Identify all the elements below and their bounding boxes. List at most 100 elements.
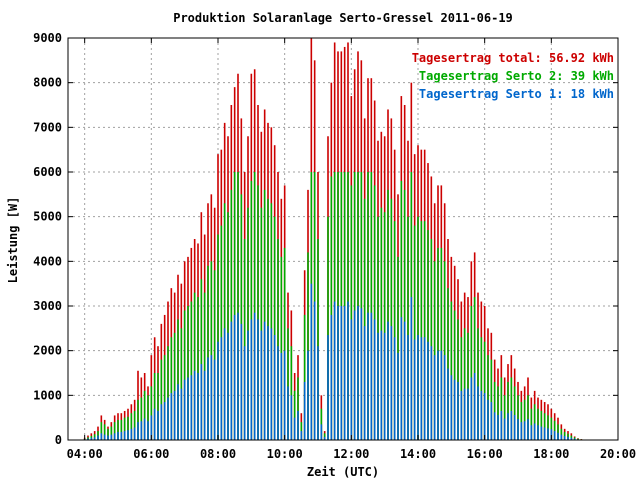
bar — [390, 198, 393, 440]
bar — [563, 435, 566, 440]
bar — [137, 399, 139, 440]
bar — [423, 337, 426, 440]
bar — [317, 239, 319, 440]
bar — [137, 422, 139, 440]
bar — [170, 337, 173, 440]
bar — [167, 397, 169, 440]
bar — [300, 431, 303, 440]
bar — [310, 283, 313, 440]
bar — [240, 323, 243, 440]
bar — [460, 390, 463, 440]
bar — [123, 431, 126, 440]
bar — [223, 203, 226, 440]
bar — [473, 297, 476, 440]
bar — [410, 297, 413, 440]
bar — [350, 319, 353, 440]
x-axis-ticks: 04:00 06:00 08:00 10:00 12:00 14:00 16:00 18:00… — [67, 38, 636, 461]
y-tick-label: 9000 — [33, 31, 62, 45]
bar — [267, 198, 269, 440]
bar — [353, 172, 356, 440]
bar — [427, 230, 429, 440]
bar — [197, 297, 199, 440]
bar — [90, 437, 93, 440]
bar — [193, 370, 196, 440]
bar — [183, 310, 186, 440]
bar — [457, 319, 459, 440]
bar — [460, 337, 463, 440]
bar — [567, 436, 569, 440]
bar — [390, 326, 393, 440]
bar — [497, 414, 499, 440]
bar — [230, 321, 233, 440]
bar — [430, 346, 433, 440]
bar — [347, 301, 349, 440]
bar — [433, 261, 436, 440]
bar — [140, 397, 143, 440]
bar — [187, 377, 189, 440]
y-tick-label: 1000 — [33, 388, 62, 402]
bar — [260, 330, 263, 440]
bar — [203, 370, 206, 440]
x-tick-label: 12:00 — [333, 447, 369, 461]
bar — [470, 377, 473, 440]
bar — [93, 434, 96, 440]
bar — [423, 221, 426, 440]
bar — [87, 438, 89, 440]
bar — [197, 373, 199, 440]
data-bars — [83, 38, 583, 441]
bar — [530, 408, 533, 440]
bar — [527, 419, 529, 440]
bar — [510, 410, 513, 440]
bar — [173, 332, 176, 440]
bar — [283, 350, 286, 440]
bar — [477, 328, 479, 440]
bar — [400, 317, 403, 440]
bar — [517, 419, 519, 440]
x-axis-label: Zeit (UTC) — [307, 465, 379, 479]
bar — [393, 221, 396, 440]
bar — [553, 431, 556, 440]
bar — [550, 429, 553, 440]
bar — [420, 337, 423, 440]
bar — [547, 428, 549, 440]
bar — [320, 424, 323, 440]
bar — [493, 381, 496, 440]
bar — [367, 312, 369, 440]
bar — [557, 424, 559, 440]
bar — [110, 434, 113, 440]
bar — [517, 395, 519, 440]
bar — [150, 386, 153, 440]
bar — [257, 185, 259, 440]
bar — [177, 319, 179, 440]
bar — [343, 306, 346, 440]
bar — [307, 252, 309, 440]
bar — [207, 265, 209, 440]
bar — [490, 359, 493, 440]
bar — [387, 189, 389, 440]
bar — [330, 314, 333, 440]
bar — [507, 413, 509, 440]
bar — [457, 381, 459, 440]
bar — [297, 377, 299, 440]
bar — [287, 328, 289, 440]
bar — [120, 419, 123, 440]
bar — [490, 402, 493, 440]
bar — [160, 359, 163, 440]
bar — [273, 335, 276, 440]
bar — [147, 421, 149, 440]
bar — [373, 185, 376, 440]
bar — [280, 256, 283, 440]
bar — [397, 256, 399, 440]
y-tick-label: 8000 — [33, 76, 62, 90]
bar — [470, 306, 473, 440]
bar — [540, 426, 543, 440]
series-serto-1 — [83, 283, 583, 440]
legend-entry: Tagesertrag total: 56.92 kWh — [412, 51, 614, 65]
bar — [440, 350, 443, 440]
bar — [547, 415, 549, 440]
bar — [140, 421, 143, 440]
bar — [327, 216, 329, 440]
plot-frame — [67, 37, 619, 441]
bar — [527, 395, 529, 440]
bar — [323, 433, 326, 440]
